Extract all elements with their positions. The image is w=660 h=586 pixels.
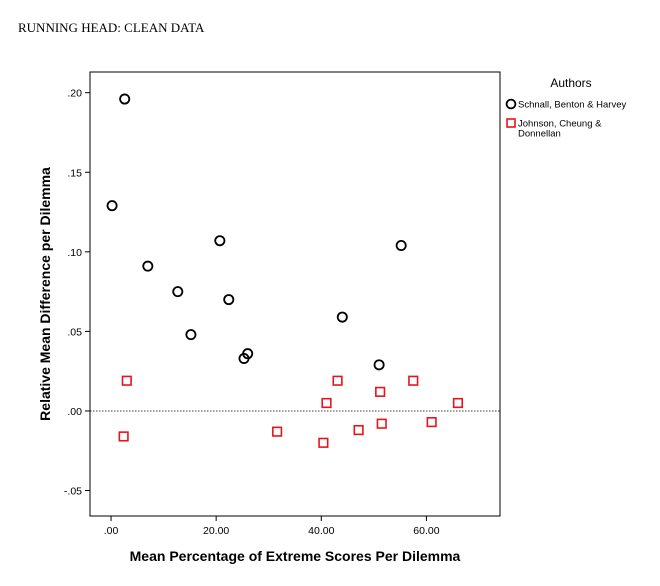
point-square [121, 375, 132, 386]
y-tick-label: .10 [67, 247, 82, 259]
point-square [332, 375, 343, 386]
point-square [426, 417, 437, 428]
x-axis-title: Mean Percentage of Extreme Scores Per Di… [130, 548, 461, 564]
point-circle [172, 286, 184, 298]
legend-label: Johnson, Cheung & Donnellan [518, 119, 602, 140]
point-square [376, 418, 387, 429]
point-square [321, 397, 332, 409]
point-circle [336, 311, 348, 323]
point-circle [142, 260, 154, 272]
legend-label: Schnall, Benton & Harvey [518, 100, 627, 111]
legend-marker-circle [505, 98, 517, 110]
x-tick-label: .00 [104, 525, 119, 537]
axes: .00 20.00 40.00 60.00 .20 .15 .10 .05 .00 -.05 [64, 88, 500, 537]
x-tick-label: 60.00 [413, 525, 439, 537]
legend-title: Authors [550, 76, 591, 90]
point-square [272, 426, 283, 437]
y-tick-label: -.05 [64, 486, 82, 498]
point-circle [223, 294, 235, 306]
point-circle [106, 200, 118, 212]
point-square [353, 424, 364, 436]
y-tick-label: .00 [67, 406, 82, 418]
point-circle [185, 329, 197, 341]
point-square [375, 386, 386, 397]
y-axis-title: Relative Mean Difference per Dilemma [37, 167, 53, 421]
point-square [408, 375, 419, 386]
y-tick-label: .05 [67, 326, 82, 338]
y-tick-label: .15 [67, 167, 82, 179]
y-tick-label: .20 [67, 88, 82, 100]
point-square [118, 431, 129, 442]
point-circle [119, 93, 131, 105]
x-tick-label: 40.00 [308, 525, 334, 537]
legend: Authors Schnall, Benton & Harvey Johnson,… [505, 76, 627, 140]
point-square [452, 397, 464, 409]
running-head: RUNNING HEAD: CLEAN DATA [18, 20, 205, 35]
legend-marker-square [506, 118, 516, 128]
point-square [318, 437, 329, 448]
point-circle [242, 348, 254, 360]
x-tick-label: 20.00 [203, 525, 229, 537]
point-circle [373, 359, 385, 371]
data-points [106, 93, 464, 448]
point-circle [214, 235, 226, 247]
plot-area-frame [89, 71, 501, 517]
point-circle [395, 239, 407, 251]
